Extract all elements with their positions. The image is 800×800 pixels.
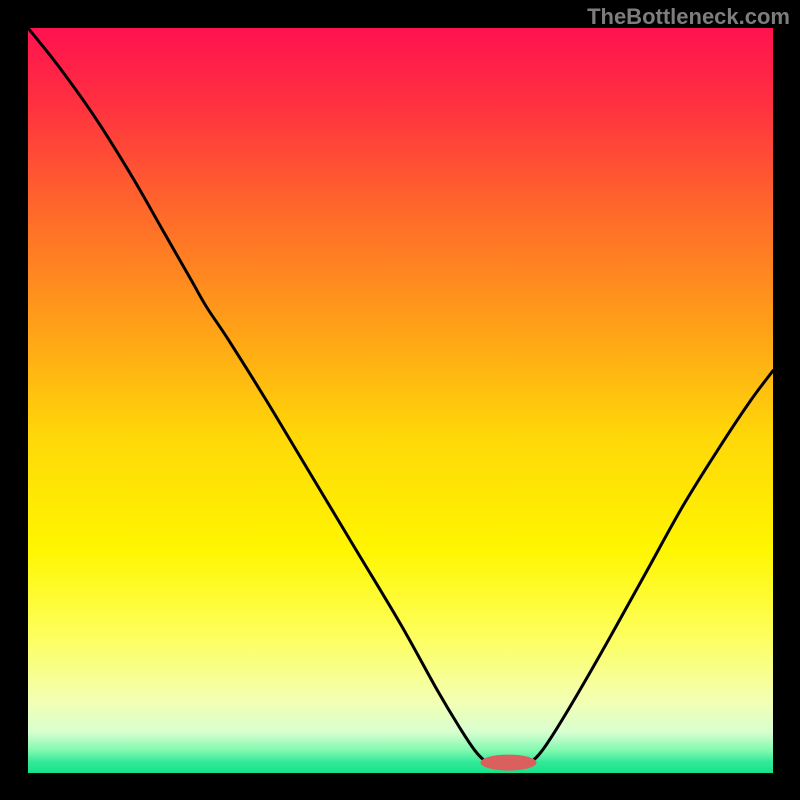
watermark-text: TheBottleneck.com [587,4,790,30]
bottleneck-chart [0,0,800,800]
optimal-marker [481,755,537,771]
plot-background [28,28,773,773]
chart-container: TheBottleneck.com [0,0,800,800]
